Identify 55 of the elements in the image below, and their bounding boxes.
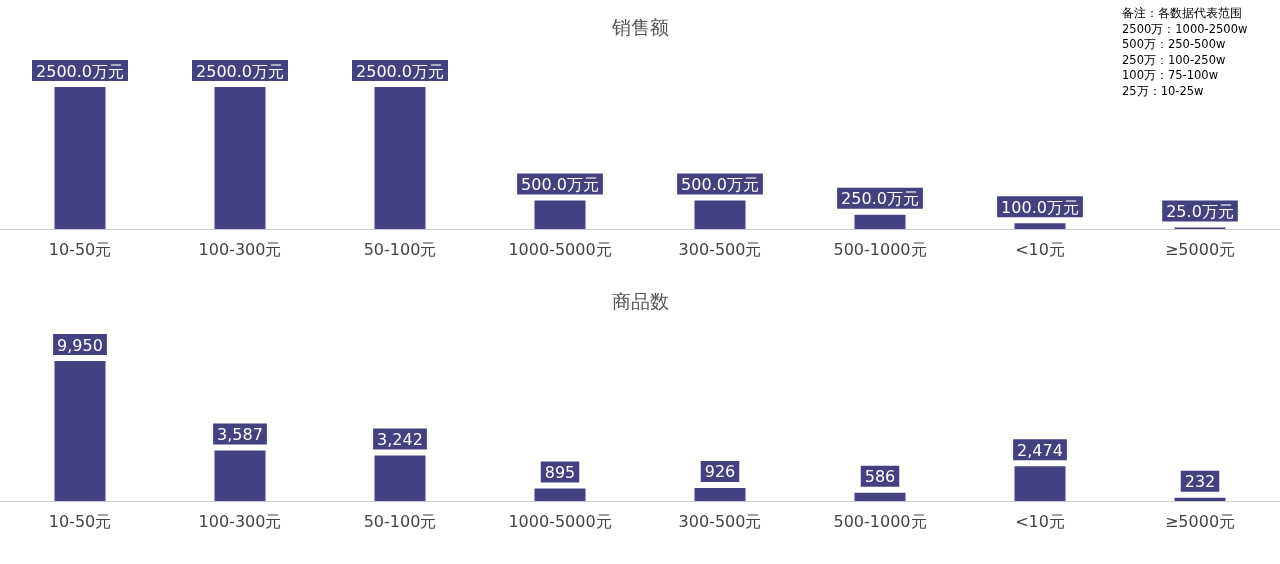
text: 100万：75-100w bbox=[1122, 68, 1219, 82]
x-tick-label: 50-100元 bbox=[363, 239, 437, 259]
text: 500万：250-500w bbox=[1122, 37, 1226, 51]
x-tick-label: ≥5000元 bbox=[1164, 511, 1236, 531]
x-tick-label: 300-500元 bbox=[678, 239, 762, 259]
bar bbox=[54, 87, 106, 229]
x-tick-label: <10元 bbox=[1015, 239, 1065, 259]
text: 备注：各数据代表范围 bbox=[1122, 6, 1242, 20]
bar bbox=[534, 488, 586, 501]
data-label: 250.0万元 bbox=[841, 189, 919, 209]
bar bbox=[374, 455, 426, 501]
bar bbox=[214, 450, 266, 501]
x-tick-label: 100-300元 bbox=[198, 239, 282, 259]
x-tick-label: 500-1000元 bbox=[833, 239, 927, 259]
bar bbox=[374, 87, 426, 229]
data-label: 3,242 bbox=[377, 429, 423, 449]
data-label: 586 bbox=[864, 467, 896, 487]
x-tick-label: 50-100元 bbox=[363, 511, 437, 531]
data-label: 2500.0万元 bbox=[356, 61, 444, 81]
data-label: 2500.0万元 bbox=[196, 61, 284, 81]
x-tick-label: ≥5000元 bbox=[1164, 239, 1236, 259]
x-tick-label: 10-50元 bbox=[48, 239, 112, 259]
data-label: 9,950 bbox=[57, 335, 103, 355]
data-label: 232 bbox=[1184, 472, 1216, 492]
x-tick-label: <10元 bbox=[1015, 511, 1065, 531]
x-tick-label: 1000-5000元 bbox=[508, 511, 612, 531]
data-label: 926 bbox=[704, 462, 736, 482]
data-label: 2,474 bbox=[1017, 440, 1063, 460]
bar bbox=[1014, 466, 1066, 501]
chart-title: 销售额 bbox=[610, 15, 669, 38]
x-tick-label: 1000-5000元 bbox=[508, 239, 612, 259]
data-label: 500.0万元 bbox=[521, 175, 599, 195]
bar bbox=[534, 200, 586, 229]
bar bbox=[54, 361, 106, 501]
x-tick-label: 500-1000元 bbox=[833, 511, 927, 531]
bar bbox=[214, 87, 266, 229]
bar bbox=[1014, 223, 1066, 229]
bar bbox=[694, 487, 746, 501]
chart-title: 商品数 bbox=[611, 289, 669, 312]
bar bbox=[1174, 497, 1226, 501]
data-label: 100.0万元 bbox=[1001, 197, 1079, 217]
data-label: 500.0万元 bbox=[681, 175, 759, 195]
text: 2500万：1000-2500w bbox=[1122, 21, 1248, 36]
x-tick-label: 100-300元 bbox=[198, 511, 282, 531]
data-label: 2500.0万元 bbox=[36, 61, 124, 81]
annotation: 25万：10-25w bbox=[1122, 83, 1204, 98]
x-tick-label: 10-50元 bbox=[48, 511, 112, 531]
bar bbox=[854, 492, 906, 501]
data-label: 3,587 bbox=[217, 425, 263, 445]
bar bbox=[854, 214, 906, 229]
text: 250万：100-250w bbox=[1122, 52, 1226, 67]
data-label: 895 bbox=[544, 462, 576, 482]
bar bbox=[694, 200, 746, 229]
x-tick-label: 300-500元 bbox=[678, 511, 762, 531]
data-label: 25.0万元 bbox=[1166, 202, 1234, 222]
